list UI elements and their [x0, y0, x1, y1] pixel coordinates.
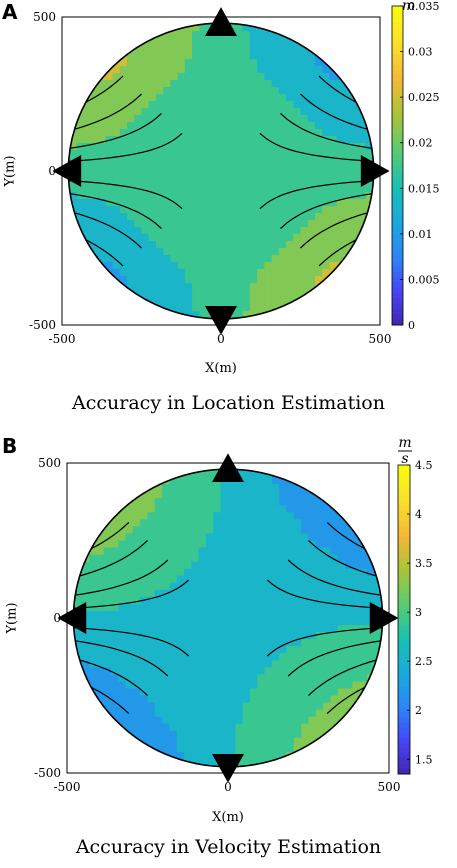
x-tick-label: 500 [369, 332, 392, 346]
sensor-marker [212, 453, 244, 482]
caption-a: Accuracy in Location Estimation [72, 392, 385, 414]
x-tick-label: 0 [224, 780, 232, 794]
contour-line [287, 638, 383, 677]
contour-line [68, 179, 183, 210]
y-tick-label: 500 [33, 10, 56, 24]
sensor-marker [360, 155, 390, 187]
contour-line [259, 179, 374, 210]
y-tick-label: -500 [34, 766, 61, 780]
contour-line [280, 112, 374, 152]
x-axis-label: X(m) [205, 361, 237, 376]
contour-line [68, 190, 162, 230]
contour-line [73, 559, 169, 598]
x-tick-label: 0 [217, 332, 225, 346]
chart-b: -500 0 500 500 0 -500 X(m) Y(m) 4.5 4 3.5 3 2.5 2 1.5 m… [5, 435, 433, 825]
sensor-marker [52, 155, 82, 187]
contour-line [73, 672, 130, 714]
y-axis-label: Y(m) [3, 155, 18, 187]
contour-line [73, 638, 169, 677]
contour-line [266, 579, 383, 610]
contour-line [73, 626, 190, 657]
sensor-marker [57, 602, 87, 634]
contour-line [259, 132, 374, 163]
colorbar-tick-label: 3.5 [415, 557, 433, 570]
sensor-marker [369, 602, 399, 634]
y-tick-label: 500 [38, 456, 61, 470]
contour-line [266, 626, 383, 657]
colorbar-tick-label: 2 [415, 704, 422, 717]
colorbar-tick-label: 0.025 [408, 91, 440, 104]
sensor-marker [205, 306, 237, 335]
sensor-marker [212, 754, 244, 783]
caption-b: Accuracy in Velocity Estimation [75, 836, 382, 858]
contour-line [73, 522, 130, 564]
contour-line [68, 132, 183, 163]
contour-line [73, 579, 190, 610]
colorbar-tick-label: 0.035 [408, 0, 440, 13]
colorbar-tick-label: 3 [415, 606, 422, 619]
colorbar-tick-label: 4 [415, 508, 422, 521]
contour-line [68, 112, 162, 152]
x-tick-label: 500 [378, 780, 401, 794]
colorbar-tick-label: 0.005 [408, 273, 440, 286]
y-tick-label: -500 [29, 318, 56, 332]
contour-line [326, 522, 383, 564]
x-axis-label: X(m) [212, 810, 244, 825]
contour-line [68, 224, 124, 267]
colorbar-tick-label: 0.02 [408, 137, 433, 150]
x-tick-label: -500 [49, 332, 76, 346]
panel-letter-b: B [2, 434, 18, 458]
colorbar-tick-label: 0.01 [408, 228, 433, 241]
colorbar-unit-denominator: s [401, 451, 408, 467]
y-axis-label: Y(m) [5, 602, 20, 634]
contour-line [287, 559, 383, 598]
colorbar-tick-label: 2.5 [415, 655, 433, 668]
contour-line [318, 75, 374, 118]
contour-line [280, 190, 374, 230]
colorbar-tick-label: 0.015 [408, 182, 440, 195]
contour-line [68, 75, 124, 118]
sensor-marker [205, 7, 237, 36]
colorbar-tick-label: 1.5 [415, 753, 433, 766]
panel-a: A -500 0 500 500 0 -500 X(m) Y(m) 0.035 0.03 0.025… [2, 0, 440, 414]
colorbar-unit: m [402, 0, 415, 14]
y-tick-label: 0 [48, 164, 56, 178]
colorbar-tick-label: 0.03 [408, 46, 433, 59]
colorbar-tick-label: 4.5 [415, 459, 433, 472]
chart-a: -500 0 500 500 0 -500 X(m) Y(m) 0.035 0.03 0.025 0.… [3, 0, 440, 376]
panel-letter-a: A [2, 0, 18, 24]
colorbar-unit-numerator: m [398, 435, 411, 451]
contour-line [318, 224, 374, 267]
y-tick-label: 0 [53, 611, 61, 625]
colorbar-tick-label: 0 [408, 319, 415, 332]
colorbar [391, 5, 404, 326]
heatmap-field [73, 469, 383, 767]
heatmap-field [68, 23, 374, 319]
x-tick-label: -500 [54, 780, 81, 794]
contour-line [326, 672, 383, 714]
colorbar [397, 464, 411, 775]
panel-b: B -500 0 500 500 0 -500 X(m) Y(m) 4.5 4 3.5 3 2.5 2 1.… [0, 434, 457, 868]
